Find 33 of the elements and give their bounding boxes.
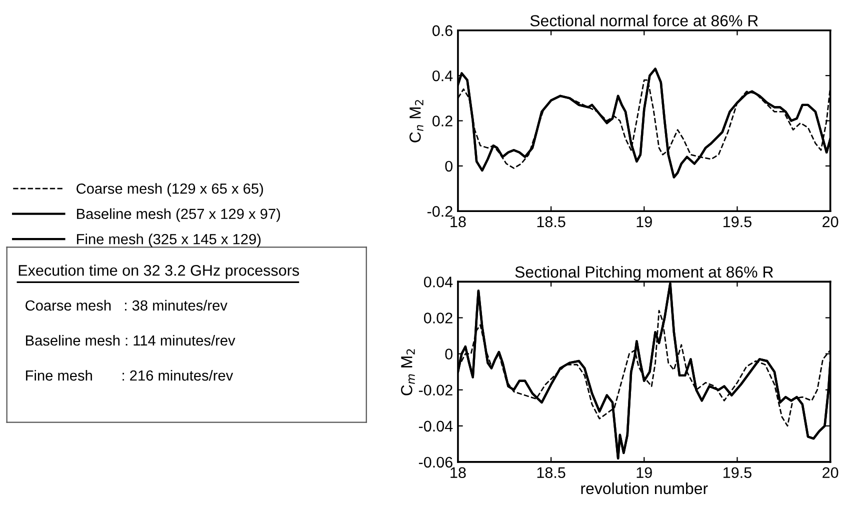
- legend-label: Coarse mesh (129 x 65 x 65): [76, 183, 263, 197]
- y-tick-label: 0.04: [424, 276, 453, 288]
- x-tick-label: 18.5: [537, 216, 566, 228]
- y-axis-title: C$_{n}$ M$_{2}$: [410, 100, 424, 142]
- text: Fine mesh : 216 minutes/rev: [26, 370, 234, 381]
- y-tick-label: 0.2: [432, 116, 452, 126]
- y-tick-label: 0.6: [432, 25, 452, 36]
- x-tick-label: 19.5: [724, 467, 752, 478]
- legend-label: Baseline mesh (257 x 129 x 97): [77, 208, 280, 222]
- x-tick-label: 18: [450, 216, 466, 228]
- y-tick-label: 0: [445, 160, 452, 172]
- x-tick-label: 19: [636, 216, 652, 228]
- y-tick-label: -0.04: [418, 420, 453, 432]
- text: Baseline mesh : 114 minutes/rev: [26, 334, 236, 346]
- y-tick-label: -0.06: [418, 456, 452, 468]
- text: Coarse mesh : 38 minutes/rev: [26, 300, 228, 311]
- y-axis-title: C$_{m}$ M$_{2}$: [401, 349, 415, 396]
- x-tick-label: 20: [822, 467, 838, 478]
- x-tick-label: 20: [822, 216, 838, 228]
- x-axis-title: revolution number: [581, 482, 708, 494]
- chart-title: Sectional normal force at 86% R: [530, 14, 758, 26]
- y-tick-label: 0: [445, 348, 452, 360]
- y-tick-label: 0.4: [432, 70, 453, 82]
- x-tick-label: 19: [636, 467, 652, 478]
- legend-label: Fine mesh (325 x 145 x 129): [77, 234, 261, 248]
- x-tick-label: 18: [450, 467, 466, 478]
- chart-title: Sectional Pitching moment at 86% R: [515, 266, 774, 281]
- y-tick-label: -0.02: [418, 384, 452, 396]
- text: Execution time on 32 3.2 GHz processors: [18, 264, 300, 279]
- y-tick-label: 0.02: [424, 312, 452, 324]
- x-tick-label: 18.5: [537, 467, 566, 478]
- x-tick-label: 19.5: [724, 216, 752, 228]
- y-tick-label: -0.2: [427, 206, 452, 217]
